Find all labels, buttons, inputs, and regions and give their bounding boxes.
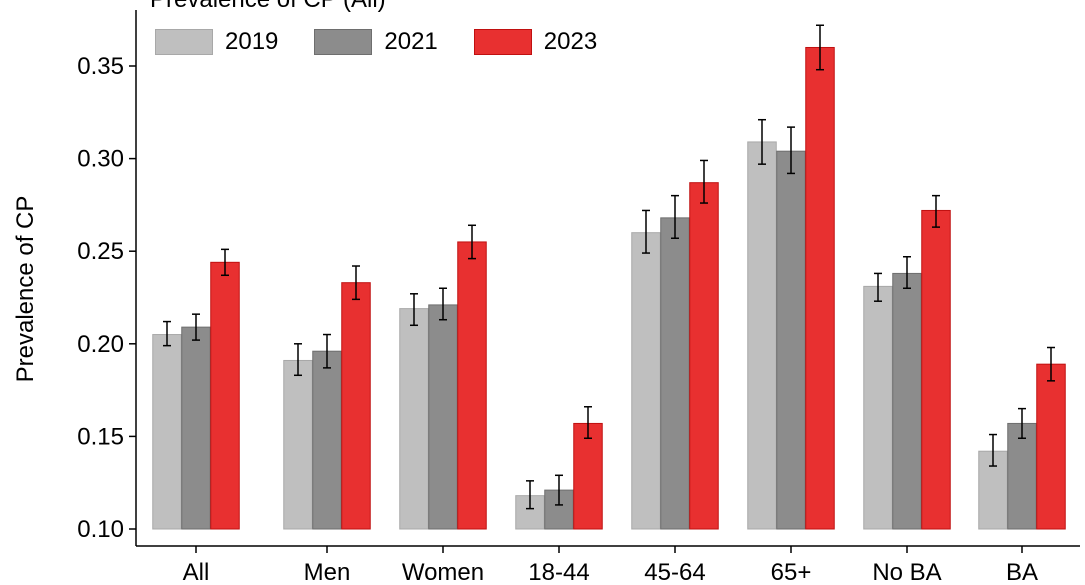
- bar-2019-women: [399, 308, 429, 530]
- bar-2021-men: [312, 350, 342, 530]
- bar-2019-65+: [747, 141, 777, 530]
- error-bar-2019-all: [163, 320, 171, 347]
- y-tick-label: 0.25: [77, 238, 124, 265]
- error-bar-2021-65+: [787, 126, 795, 175]
- y-tick-label: 0.10: [77, 516, 124, 543]
- legend-label-2023: 2023: [543, 28, 598, 55]
- error-bar-2023-65+: [816, 24, 824, 71]
- x-tick-label: All: [183, 559, 210, 585]
- error-bar-2019-men: [294, 343, 302, 377]
- x-tick-label: Men: [304, 559, 351, 585]
- error-bar-2023-no-ba: [932, 194, 940, 228]
- bar-2023-men: [341, 282, 371, 530]
- legend-swatch-2019: [155, 29, 213, 55]
- error-bar-2019-no-ba: [874, 272, 882, 302]
- error-bar-2021-45-64: [671, 194, 679, 239]
- bars: [152, 46, 1066, 530]
- y-tick-label: 0.35: [77, 53, 124, 80]
- legend-item-2021: 2021: [314, 28, 438, 56]
- bar-2023-18-44: [573, 422, 603, 530]
- bar-2023-65+: [805, 46, 835, 530]
- error-bar-2019-45-64: [642, 209, 650, 254]
- error-bar-2023-all: [221, 248, 229, 277]
- bar-2019-all: [152, 334, 182, 530]
- x-tick-label: No BA: [872, 559, 941, 585]
- bar-2023-45-64: [689, 182, 719, 530]
- bar-2019-no-ba: [863, 285, 893, 530]
- error-bar-2023-45-64: [700, 159, 708, 204]
- x-tick-label: 18-44: [528, 559, 589, 585]
- axes: 0.10 0.15 0.20 0.25 0.30 0.35 All Men Women 18-44…: [77, 10, 1080, 585]
- error-bar-2023-men: [352, 265, 360, 301]
- bar-2021-65+: [776, 150, 806, 530]
- bar-2019-45-64: [631, 232, 661, 530]
- error-bars: [163, 24, 1055, 510]
- bar-2021-45-64: [660, 217, 690, 530]
- bar-2019-men: [283, 359, 313, 530]
- bar-2023-all: [210, 261, 240, 530]
- error-bar-2021-women: [439, 287, 447, 321]
- bar-2023-no-ba: [921, 209, 951, 530]
- error-bar-2019-18-44: [526, 480, 534, 510]
- chart-title: Prevalence of CP (All): [150, 0, 386, 14]
- x-tick-label: Women: [402, 559, 484, 585]
- error-bar-2023-18-44: [584, 406, 592, 440]
- error-bar-2023-ba: [1047, 346, 1055, 382]
- error-bar-2023-women: [468, 224, 476, 260]
- error-bar-2019-ba: [989, 433, 997, 467]
- legend-swatch-2023: [473, 29, 532, 55]
- error-bar-2021-no-ba: [903, 256, 911, 289]
- bar-2023-women: [457, 241, 487, 530]
- legend-swatch-2021: [314, 29, 373, 55]
- y-tick-label: 0.30: [77, 146, 124, 173]
- error-bar-2021-18-44: [555, 474, 563, 506]
- error-bar-2019-women: [410, 293, 418, 327]
- legend-item-2019: 2019: [155, 28, 278, 56]
- y-axis-label: Prevalence of CP: [12, 196, 39, 383]
- legend: 2019 2021 2023: [155, 28, 597, 56]
- x-tick-label: 45-64: [644, 559, 705, 585]
- legend-label-2019: 2019: [225, 28, 279, 55]
- error-bar-2019-65+: [758, 118, 766, 165]
- legend-label-2021: 2021: [384, 28, 438, 55]
- bar-2021-ba: [1007, 422, 1037, 530]
- bar-2021-women: [428, 304, 458, 530]
- y-tick-label: 0.15: [77, 423, 124, 450]
- x-tick-label: BA: [1006, 559, 1038, 585]
- error-bar-2021-men: [323, 333, 331, 369]
- error-bar-2021-all: [192, 313, 200, 341]
- bar-2021-no-ba: [892, 272, 922, 530]
- bar-2023-ba: [1036, 363, 1066, 530]
- y-tick-label: 0.20: [77, 331, 124, 358]
- bar-2021-all: [181, 326, 211, 530]
- x-tick-label: 65+: [771, 559, 812, 585]
- legend-item-2023: 2023: [473, 28, 598, 56]
- error-bar-2021-ba: [1018, 407, 1026, 440]
